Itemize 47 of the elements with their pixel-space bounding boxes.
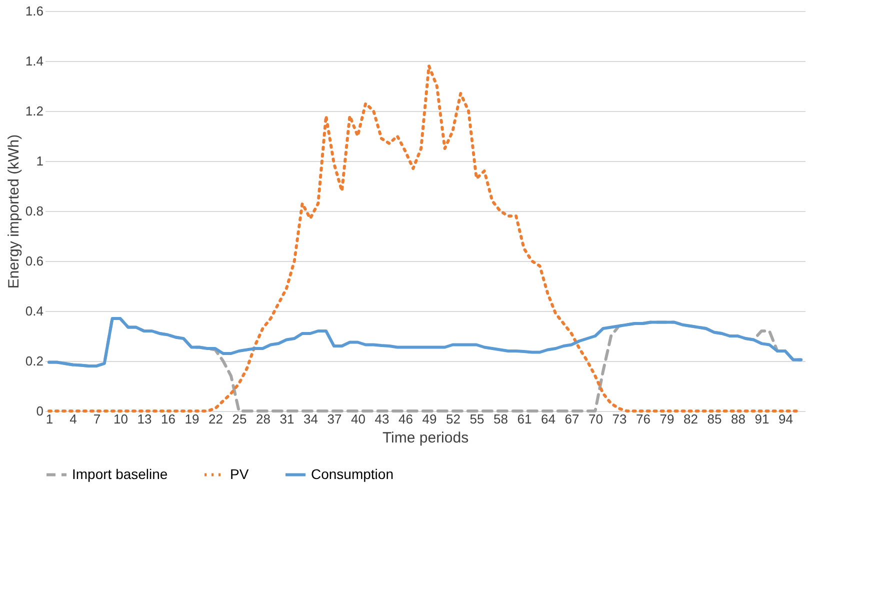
x-tick-label: 82 — [683, 412, 698, 426]
x-tick-label: 52 — [446, 412, 460, 426]
x-tick-label: 46 — [398, 412, 413, 426]
y-tick-label: 0.4 — [25, 304, 44, 318]
y-tick-label: 1.6 — [25, 4, 44, 18]
legend-label: Import baseline — [72, 466, 168, 482]
x-tick-label: 40 — [350, 412, 366, 426]
x-tick-label: 88 — [730, 412, 746, 426]
x-tick-label: 94 — [778, 412, 793, 426]
x-tick-label: 73 — [612, 412, 627, 426]
x-tick-label: 13 — [137, 412, 152, 426]
y-axis-title: Energy imported (kWh) — [5, 134, 22, 289]
x-tick-label: 10 — [113, 412, 128, 426]
y-tick-label: 0.8 — [25, 204, 44, 218]
x-tick-label: 34 — [303, 412, 318, 426]
x-axis-title: Time periods — [382, 430, 469, 446]
x-tick-label: 16 — [160, 412, 176, 426]
x-tick-label: 7 — [93, 412, 101, 426]
x-tick-label: 19 — [184, 412, 200, 426]
y-tick-label: 1.4 — [25, 54, 44, 68]
x-tick-label: 61 — [517, 412, 532, 426]
x-tick-label: 70 — [588, 412, 603, 426]
x-tick-label: 79 — [660, 412, 674, 426]
x-tick-label: 37 — [327, 412, 342, 426]
y-tick-label: 0.6 — [25, 254, 44, 268]
x-tick-label: 43 — [374, 412, 390, 426]
y-tick-label: 0.2 — [25, 354, 44, 368]
x-tick-label: 49 — [422, 412, 437, 426]
y-tick-label: 1 — [36, 154, 44, 168]
x-tick-label: 1 — [46, 412, 54, 426]
y-tick-label: 0 — [36, 404, 44, 418]
x-tick-label: 67 — [564, 412, 580, 426]
legend-label: Consumption — [311, 466, 394, 482]
x-tick-label: 4 — [70, 412, 77, 426]
x-tick-label: 31 — [280, 412, 294, 426]
legend-label: PV — [230, 466, 250, 482]
x-tick-label: 76 — [636, 412, 650, 426]
y-tick-label: 1.2 — [25, 104, 44, 118]
x-tick-label: 64 — [540, 412, 556, 426]
x-tick-label: 58 — [493, 412, 508, 426]
x-tick-label: 85 — [707, 412, 722, 426]
x-tick-label: 25 — [232, 412, 247, 426]
line-series — [47, 317, 803, 368]
x-tick-label: 28 — [256, 412, 270, 426]
x-tick-label: 22 — [208, 412, 223, 426]
x-tick-label: 91 — [754, 412, 770, 426]
x-tick-label: 55 — [470, 412, 484, 426]
